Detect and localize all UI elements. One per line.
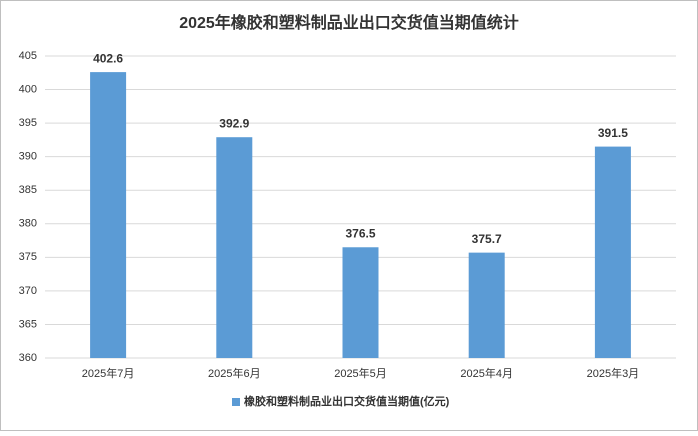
y-tick-label: 405 — [19, 50, 37, 62]
y-tick-label: 390 — [19, 151, 37, 163]
data-label: 391.5 — [598, 126, 628, 140]
data-label: 375.7 — [472, 232, 502, 246]
y-tick-label: 395 — [19, 117, 37, 129]
y-tick-label: 375 — [19, 251, 37, 263]
bar — [216, 137, 253, 358]
bar — [342, 247, 379, 358]
x-tick-label: 2025年3月 — [587, 366, 640, 380]
y-tick-label: 370 — [19, 285, 37, 297]
y-tick-label: 360 — [19, 352, 37, 364]
y-tick-label: 380 — [19, 218, 37, 230]
bar — [594, 146, 631, 358]
chart-title: 2025年橡胶和塑料制品业出口交货值当期值统计 — [179, 13, 519, 32]
x-tick-label: 2025年4月 — [460, 366, 513, 380]
data-label: 376.5 — [345, 226, 375, 240]
x-tick-label: 2025年5月 — [334, 366, 387, 380]
x-tick-label: 2025年7月 — [82, 366, 135, 380]
bar — [90, 72, 127, 359]
data-label: 402.6 — [93, 51, 123, 65]
y-tick-label: 400 — [19, 83, 37, 95]
legend-label: 橡胶和塑料制品业出口交货值当期值(亿元) — [244, 394, 450, 408]
x-tick-label: 2025年6月 — [208, 366, 261, 380]
legend-swatch — [232, 398, 240, 406]
y-tick-label: 365 — [19, 318, 37, 330]
data-label: 392.9 — [219, 116, 249, 130]
y-tick-label: 385 — [19, 184, 37, 196]
bar — [468, 252, 505, 358]
